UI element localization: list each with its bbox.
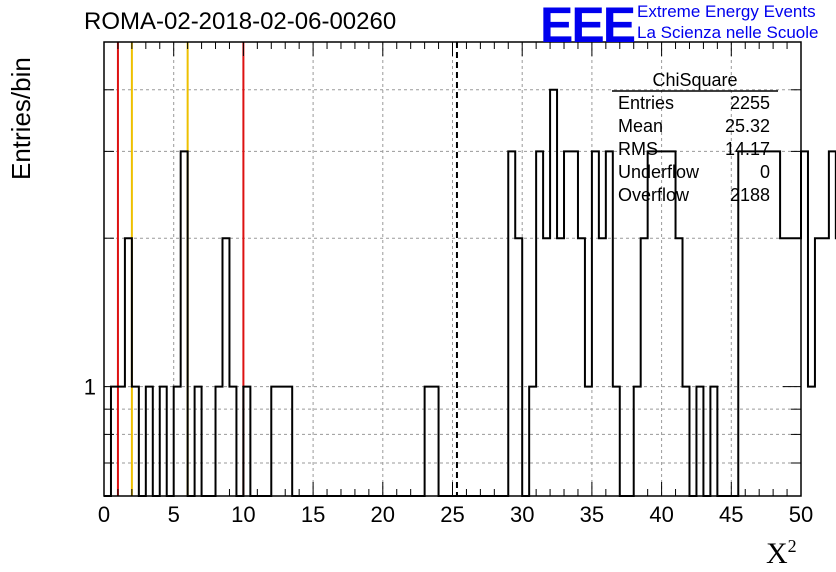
x-axis-label: X2 xyxy=(766,536,797,570)
histogram-bin xyxy=(543,238,550,496)
eee-logo-mark: EEE xyxy=(540,0,636,53)
histogram-bin xyxy=(641,238,648,496)
histogram-bin xyxy=(216,387,223,496)
histogram-bin xyxy=(613,387,620,496)
histogram-bin xyxy=(634,387,641,496)
histogram-bin xyxy=(780,238,787,496)
histogram-bin xyxy=(696,387,703,496)
stats-row-value: 25.32 xyxy=(724,116,770,136)
x-tick-label: 25 xyxy=(440,502,464,527)
histogram-bin xyxy=(822,238,829,496)
stats-row-value: 2255 xyxy=(729,93,770,113)
stats-box-title: ChiSquare xyxy=(652,70,738,90)
histogram-bin xyxy=(536,151,543,496)
x-tick-label: 5 xyxy=(168,502,180,527)
stats-row: RMS 14.17 xyxy=(618,139,770,160)
histogram-bin xyxy=(515,238,522,496)
chart-title: ROMA-02-2018-02-06-00260 xyxy=(84,8,397,35)
histogram-bin xyxy=(174,387,181,496)
histogram-bin xyxy=(801,151,808,496)
stats-row: Underflow 0 xyxy=(618,162,770,183)
histogram-bin xyxy=(794,238,801,496)
histogram-bin xyxy=(229,387,236,496)
stats-row-label: Entries xyxy=(618,93,675,113)
stats-row-label: Underflow xyxy=(618,162,700,182)
histogram-bin xyxy=(808,387,815,496)
histogram-bin xyxy=(599,238,606,496)
histogram-bin xyxy=(676,238,683,496)
x-tick-label: 20 xyxy=(371,502,395,527)
histogram-bin xyxy=(243,387,250,496)
x-tick-label: 40 xyxy=(649,502,673,527)
x-tick-label: 30 xyxy=(510,502,534,527)
histogram-bin xyxy=(571,151,578,496)
histogram-bin xyxy=(432,387,439,496)
stats-row: Mean 25.32 xyxy=(618,116,770,137)
histogram-bin xyxy=(829,151,836,496)
histogram-bin xyxy=(222,238,229,496)
histogram-bin xyxy=(111,387,118,496)
logo-line-2: La Scienza nelle Scuole xyxy=(637,23,819,42)
x-tick-label: 35 xyxy=(580,502,604,527)
histogram-bin xyxy=(278,387,285,496)
histogram-bin xyxy=(564,151,571,496)
x-tick-label: 10 xyxy=(231,502,255,527)
histogram-bin xyxy=(710,387,717,496)
stats-row-label: Mean xyxy=(618,116,664,136)
histogram-bin xyxy=(271,387,278,496)
histogram-bin xyxy=(125,238,132,496)
stats-row-value: 14.17 xyxy=(724,139,770,159)
stats-row-label: RMS xyxy=(618,139,658,159)
x-tick-label: 15 xyxy=(301,502,325,527)
histogram-bin xyxy=(529,387,536,496)
histogram-outline xyxy=(104,88,836,497)
histogram-bin xyxy=(550,90,557,496)
histogram-bin xyxy=(683,387,690,496)
x-tick-label: 0 xyxy=(98,502,110,527)
histogram-bin xyxy=(557,238,564,496)
x-tick-label: 45 xyxy=(719,502,743,527)
histogram-bin xyxy=(160,387,167,496)
stats-row: Entries 2255 xyxy=(618,93,770,114)
logo-line-1: Extreme Energy Events xyxy=(637,2,816,21)
stats-row-value: 2188 xyxy=(729,185,770,205)
histogram-bin xyxy=(146,387,153,496)
histogram-bin xyxy=(787,238,794,496)
histogram-bin xyxy=(578,238,585,496)
y-tick-label: 1 xyxy=(84,375,96,400)
stats-row-label: Overflow xyxy=(618,185,690,205)
histogram-bin xyxy=(585,387,592,496)
histogram-bin xyxy=(425,387,432,496)
histogram-bin xyxy=(195,387,202,496)
stats-row-value: 0 xyxy=(759,162,770,182)
y-axis-label: Entries/bin xyxy=(6,57,36,180)
histogram-bin xyxy=(815,238,822,496)
histogram-bin xyxy=(118,387,125,496)
histogram-bin xyxy=(508,151,515,496)
histogram-bin xyxy=(132,387,139,496)
stats-row: Overflow 2188 xyxy=(618,185,770,206)
x-tick-label: 50 xyxy=(789,502,813,527)
histogram-bin xyxy=(285,387,292,496)
histogram-bin xyxy=(181,151,188,496)
histogram-bin xyxy=(592,151,599,496)
